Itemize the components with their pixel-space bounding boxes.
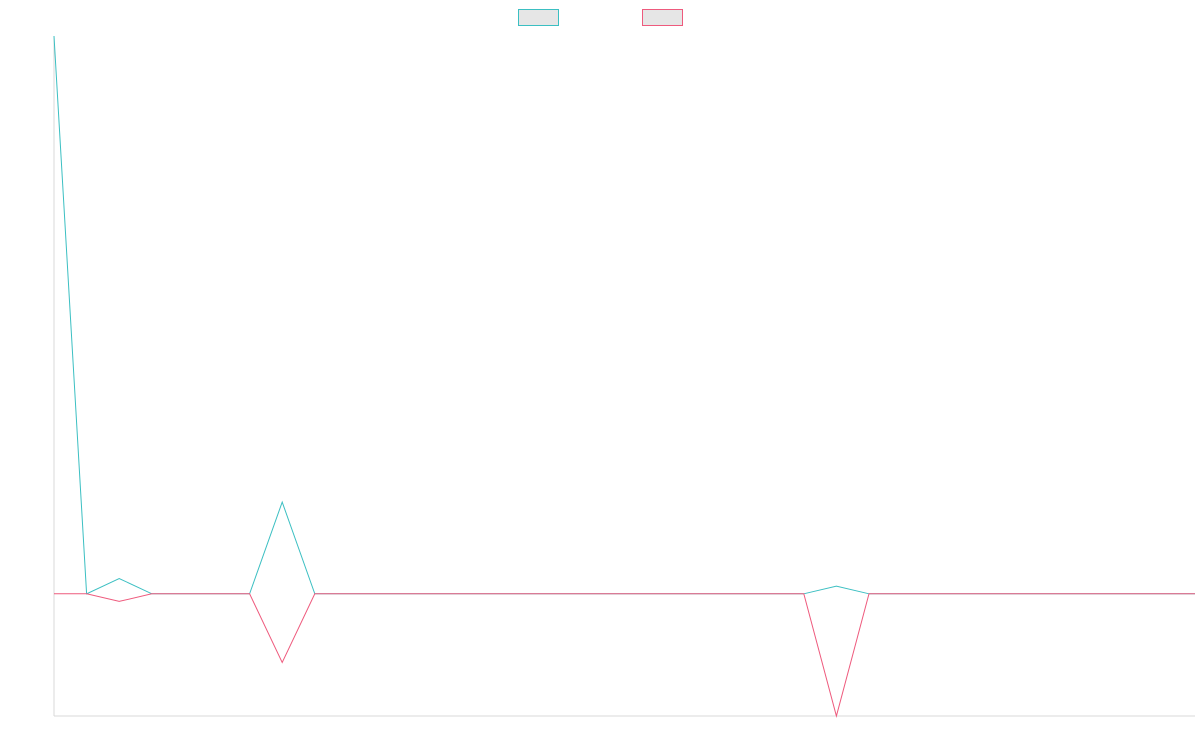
series-2-line	[54, 593, 1195, 718]
series-1	[52, 34, 1195, 595]
series-layer	[52, 34, 1197, 718]
series-2-point	[378, 592, 382, 596]
series-2-point	[443, 592, 447, 596]
series-2-point	[182, 592, 186, 596]
axes	[53, 36, 1195, 717]
series-2-point	[476, 592, 480, 596]
series-2-point	[541, 592, 545, 596]
series-2-point	[834, 714, 838, 718]
series-2-point	[313, 592, 317, 596]
series-2-point	[345, 592, 349, 596]
series-2-point	[639, 592, 643, 596]
series-1-point	[117, 577, 121, 581]
series-2-point	[85, 592, 89, 596]
legend[interactable]	[518, 9, 683, 26]
series-2-point	[704, 592, 708, 596]
series-2-point	[802, 592, 806, 596]
series-2-point	[769, 592, 773, 596]
series-2-point	[574, 592, 578, 596]
series-2-point	[1030, 592, 1034, 596]
series-1-point	[834, 584, 838, 588]
series-2-point	[997, 592, 1001, 596]
series-2-point	[215, 592, 219, 596]
series-1-point	[280, 500, 284, 504]
legend-swatch-1[interactable]	[518, 9, 559, 26]
series-2-point	[965, 592, 969, 596]
series-2-point	[150, 592, 154, 596]
series-2-point	[280, 661, 284, 665]
series-2-point	[671, 592, 675, 596]
series-2-point	[606, 592, 610, 596]
series-2-point	[737, 592, 741, 596]
series-2	[52, 592, 1197, 718]
series-2-point	[1160, 592, 1164, 596]
series-2-point	[508, 592, 512, 596]
series-2-point	[900, 592, 904, 596]
series-2-point	[52, 592, 56, 596]
series-2-point	[117, 599, 121, 603]
series-2-point	[867, 592, 871, 596]
legend-swatch-2[interactable]	[642, 9, 683, 26]
series-2-point	[932, 592, 936, 596]
series-2-point	[1095, 592, 1099, 596]
series-2-point	[248, 592, 252, 596]
series-2-point	[1063, 592, 1067, 596]
series-2-point	[1193, 592, 1197, 596]
series-1-line	[53, 35, 1195, 595]
series-1-point	[52, 34, 56, 38]
series-2-point	[411, 592, 415, 596]
series-2-point	[1128, 592, 1132, 596]
